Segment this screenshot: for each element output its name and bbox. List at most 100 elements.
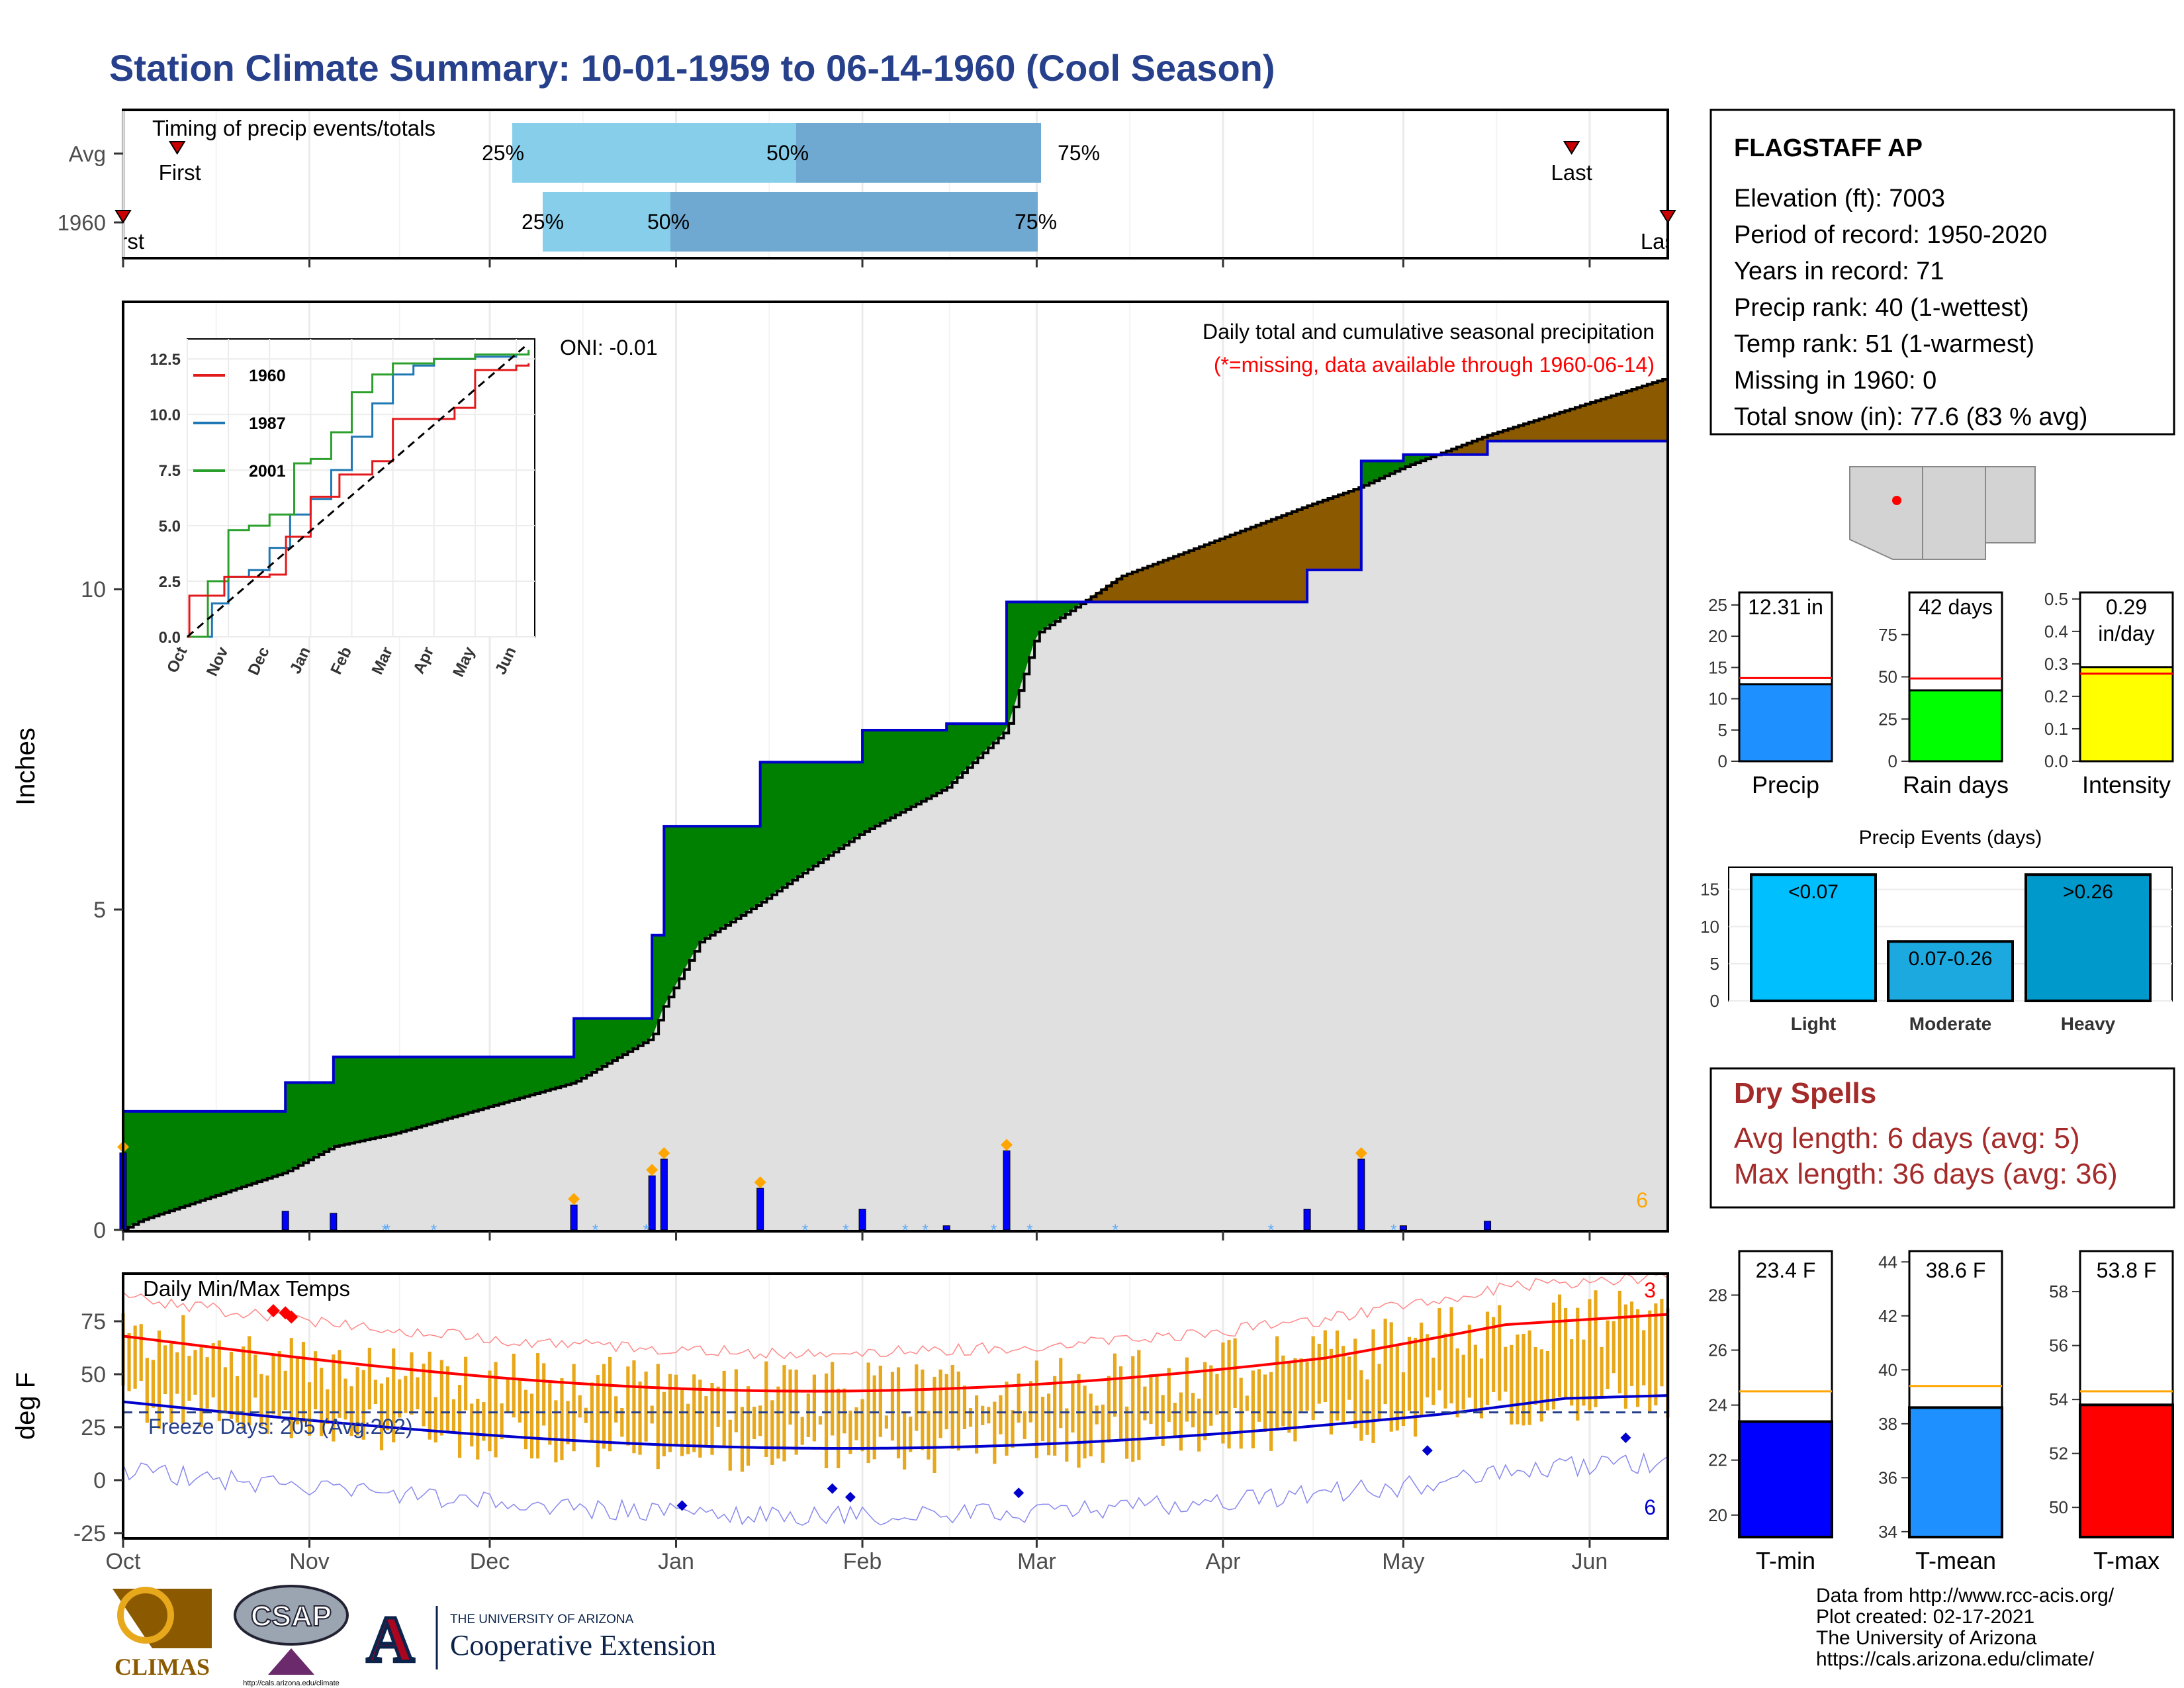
temp-daily-bar <box>704 1396 708 1447</box>
temp-daily-bar <box>181 1315 185 1424</box>
temp-daily-bar <box>1329 1348 1334 1434</box>
temp-daily-bar <box>1353 1338 1357 1429</box>
temp-daily-bar <box>512 1353 516 1418</box>
temp-daily-bar <box>890 1372 895 1441</box>
events-y-tick-label: 0 <box>1710 991 1719 1011</box>
mini-bar-y-tick-label: 20 <box>1708 626 1727 646</box>
temp-y-tick-label: 50 <box>81 1362 106 1387</box>
events-category-label: Moderate <box>1909 1013 1991 1034</box>
temp-daily-bar <box>229 1352 234 1419</box>
temp-daily-bar <box>343 1378 347 1420</box>
temp-summary-y-tick-label: 52 <box>2049 1444 2068 1464</box>
temp-daily-bar <box>422 1363 426 1427</box>
precip-y-tick-label: 0 <box>93 1218 106 1243</box>
mini-bar-value <box>1908 689 2003 763</box>
temp-daily-bar <box>1233 1338 1237 1409</box>
temp-daily-bar <box>578 1395 582 1418</box>
temp-daily-bar <box>1365 1379 1369 1435</box>
temp-daily-bar <box>529 1393 534 1459</box>
mini-bar-y-tick-label: 0.4 <box>2044 622 2068 641</box>
temp-daily-bar <box>1467 1325 1471 1398</box>
temp-daily-bar <box>1305 1362 1309 1411</box>
csap-logo-text: CSAP <box>251 1600 332 1632</box>
precip-heavy-marker <box>754 1176 766 1189</box>
temp-daily-bar <box>812 1374 816 1442</box>
temp-daily-bars <box>121 1290 1670 1474</box>
ua-logo: A THE UNIVERSITY OF ARIZONA Cooperative … <box>365 1601 716 1678</box>
temp-daily-bar <box>1040 1397 1045 1442</box>
events-bar <box>2025 873 2152 1002</box>
precip-events-chart: Precip Events (days) 0 5 10 15 <0.07 Light 0.07… <box>1700 827 2173 1034</box>
temp-daily-bar <box>1149 1374 1153 1425</box>
temp-daily-bar <box>1395 1346 1399 1431</box>
record-low-marker <box>676 1500 688 1511</box>
temp-summary-y-tick-label: 24 <box>1708 1395 1727 1415</box>
temp-daily-bar <box>686 1403 690 1454</box>
temp-daily-bar <box>259 1374 263 1427</box>
temp-daily-bar <box>433 1397 437 1443</box>
temp-daily-bar <box>367 1347 371 1410</box>
temp-daily-bar <box>1510 1344 1514 1425</box>
temp-daily-bar <box>1323 1330 1327 1403</box>
precip-daily-bar <box>281 1211 289 1231</box>
temp-daily-bar <box>163 1345 167 1395</box>
mini-bar-name: Rain days <box>1903 771 2009 798</box>
precip-heavy-marker <box>1001 1139 1013 1151</box>
temp-daily-bar <box>385 1377 390 1430</box>
mini-bar-y-tick-label: 0.5 <box>2044 589 2068 609</box>
temp-daily-bar <box>909 1417 913 1452</box>
temp-daily-bar <box>1629 1301 1634 1386</box>
temp-daily-bar <box>1479 1358 1484 1419</box>
month-axis: Oct Nov Dec Jan Feb Mar Apr May Jun <box>106 258 1608 1574</box>
temp-daily-bar <box>494 1362 498 1458</box>
temp-daily-bar <box>1437 1308 1441 1391</box>
temp-daily-bar <box>1455 1348 1459 1418</box>
temp-daily-bar <box>1570 1339 1574 1406</box>
temp-daily-bar <box>1137 1350 1141 1460</box>
temp-daily-bar <box>584 1407 588 1423</box>
temp-daily-bar <box>253 1354 257 1398</box>
record-low-marker <box>1013 1487 1024 1499</box>
temp-daily-bar <box>1251 1370 1255 1448</box>
temp-record-low-line <box>122 1452 1668 1526</box>
temp-y-tick-label: -25 <box>73 1521 106 1546</box>
temp-summary-value-label: 53.8 F <box>2097 1258 2157 1282</box>
precip-heavy-marker <box>1355 1147 1367 1160</box>
temp-daily-bar <box>566 1401 570 1444</box>
temp-daily-bar <box>632 1360 636 1454</box>
precip-daily-bar <box>1399 1225 1407 1231</box>
temp-daily-bar <box>1028 1381 1032 1423</box>
temp-daily-bar <box>1612 1321 1615 1374</box>
temp-summary-y-tick-label: 58 <box>2049 1282 2068 1301</box>
temp-daily-bar <box>944 1374 948 1430</box>
temp-daily-bar <box>1557 1294 1562 1397</box>
temp-summary-y-tick-label: 44 <box>1878 1252 1897 1272</box>
temp-daily-bar <box>866 1362 870 1464</box>
timing-last-label: Last <box>1551 160 1592 185</box>
footer-line-1: Plot created: 02-17-2021 <box>1816 1606 2034 1628</box>
station-line-5: Missing in 1960: 0 <box>1734 367 1936 395</box>
temp-daily-bar <box>1071 1380 1075 1433</box>
month-tick-label: Mar <box>1017 1549 1056 1574</box>
temp-daily-bar <box>277 1351 281 1419</box>
temp-daily-bar <box>915 1364 919 1431</box>
precip-note-1: Daily total and cumulative seasonal prec… <box>1203 320 1655 344</box>
temp-daily-bar <box>837 1388 841 1468</box>
temperature-summary-bars: 20 22 24 26 28 23.4 F T-min 34 36 38 40 42 44 38.6 F T… <box>1708 1250 2174 1574</box>
temp-daily-bar <box>175 1352 179 1394</box>
temp-daily-bar <box>548 1383 552 1445</box>
temp-daily-bar <box>1245 1395 1249 1411</box>
temp-daily-bar <box>896 1367 901 1459</box>
temp-daily-bar <box>1317 1343 1321 1404</box>
precip-panel: * ** * * ** **** *** Daily total and cumulativ… <box>11 301 1669 1243</box>
temp-daily-bar <box>1046 1393 1051 1456</box>
temp-daily-bar <box>1335 1330 1340 1421</box>
temp-daily-bar <box>1107 1376 1111 1443</box>
timing-rows: Avg 25% 50% 75% First Last 1960 25% 50% 75% First L… <box>58 123 1676 254</box>
temp-daily-bar <box>638 1382 642 1455</box>
temp-daily-bar <box>1299 1358 1303 1411</box>
temp-daily-bar <box>1293 1358 1297 1442</box>
temp-daily-bar <box>211 1343 215 1398</box>
temp-daily-bar <box>1179 1392 1183 1451</box>
temp-daily-bar <box>1564 1307 1568 1398</box>
